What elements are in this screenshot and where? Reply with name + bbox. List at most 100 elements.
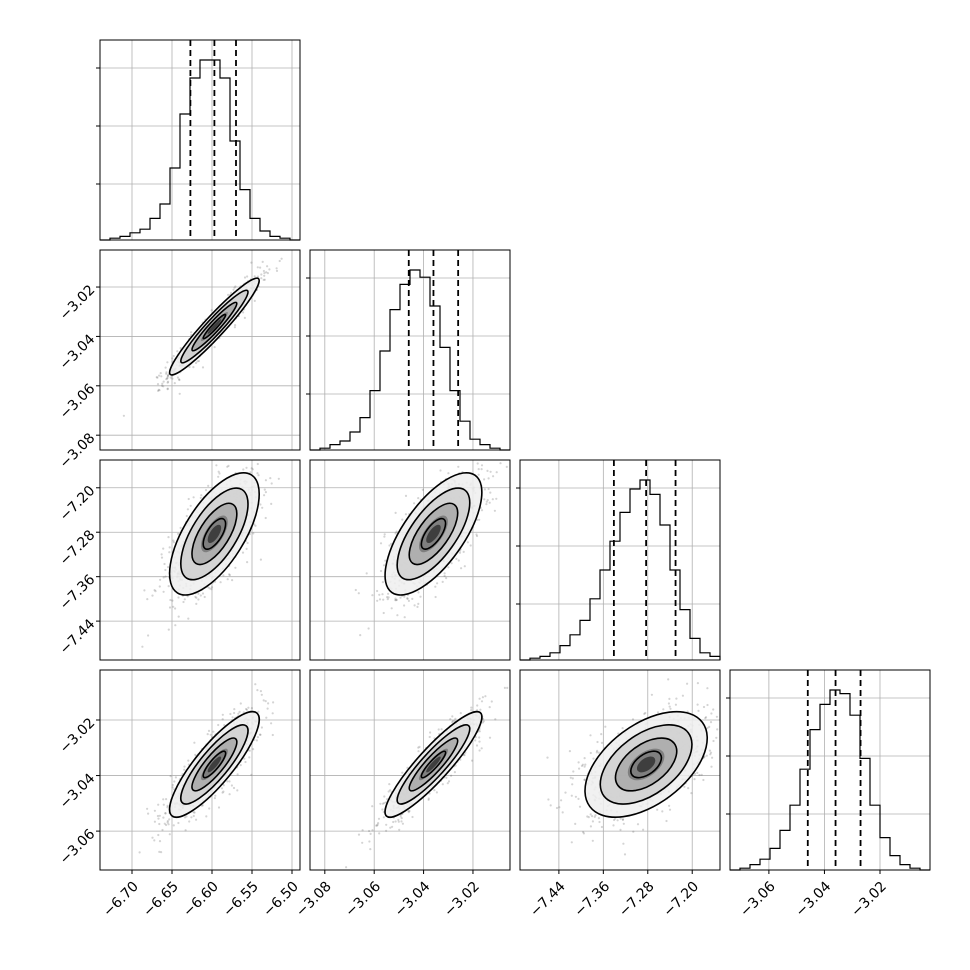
scatter-point	[386, 598, 389, 601]
scatter-point	[263, 274, 266, 277]
scatter-point	[146, 598, 149, 601]
scatter-point	[250, 467, 253, 470]
scatter-point	[159, 578, 162, 581]
scatter-point	[166, 820, 169, 823]
scatter-point	[403, 595, 406, 598]
scatter-point	[153, 589, 156, 592]
scatter-point	[256, 736, 259, 739]
scatter-point	[401, 771, 404, 774]
scatter-point	[383, 535, 386, 538]
scatter-point	[177, 596, 180, 599]
scatter-point	[417, 750, 420, 753]
scatter-point	[166, 387, 169, 390]
scatter-point	[178, 378, 181, 381]
scatter-point	[345, 866, 348, 869]
scatter-point	[376, 589, 379, 593]
scatter-point	[262, 269, 265, 273]
scatter-point	[250, 773, 253, 777]
scatter-point	[219, 581, 222, 584]
scatter-point	[172, 605, 175, 608]
scatter-point	[368, 829, 371, 833]
scatter-point	[485, 503, 488, 506]
scatter-point	[401, 518, 404, 521]
scatter-point	[177, 821, 180, 825]
scatter-point	[474, 739, 477, 742]
scatter-point	[162, 816, 165, 819]
scatter-point	[375, 824, 378, 827]
scatter-point	[232, 786, 236, 790]
scatter-point	[270, 482, 273, 485]
histogram-line	[730, 689, 930, 871]
scatter-point	[619, 828, 622, 832]
scatter-point	[584, 763, 587, 766]
scatter-point	[179, 347, 182, 350]
scatter-point	[708, 749, 712, 752]
scatter-point	[270, 502, 273, 505]
scatter-point	[229, 712, 232, 716]
scatter-point	[246, 275, 249, 278]
scatter-point	[160, 384, 164, 387]
scatter-point	[427, 797, 430, 800]
scatter-point	[406, 597, 409, 600]
scatter-point	[266, 707, 269, 710]
scatter-point	[167, 585, 170, 588]
scatter-point	[600, 733, 603, 736]
scatter-point	[157, 817, 160, 820]
scatter-point	[158, 389, 161, 392]
scatter-point	[377, 822, 380, 825]
scatter-point	[388, 783, 391, 786]
scatter-point	[458, 551, 462, 554]
scatter-point	[453, 771, 456, 774]
scatter-point	[589, 734, 592, 737]
scatter-point	[475, 534, 479, 538]
scatter-point	[208, 807, 211, 810]
scatter-point	[233, 711, 236, 715]
scatter-point	[491, 498, 494, 501]
scatter-point	[210, 586, 214, 589]
scatter-point	[185, 514, 188, 518]
scatter-point	[385, 823, 388, 826]
scatter-point	[174, 776, 177, 779]
scatter-point	[168, 833, 171, 836]
scatter-point	[398, 828, 401, 831]
scatter-point	[488, 706, 491, 709]
scatter-point	[453, 719, 456, 722]
scatter-point	[357, 592, 360, 595]
scatter-point	[167, 373, 170, 376]
scatter-point	[162, 798, 165, 801]
scatter-point	[369, 832, 372, 836]
scatter-point	[147, 812, 150, 815]
scatter-point	[267, 702, 270, 705]
scatter-point	[269, 477, 272, 480]
scatter-point	[262, 699, 265, 702]
scatter-point	[165, 798, 168, 801]
scatter-point	[367, 627, 370, 630]
scatter-point	[478, 740, 481, 743]
scatter-point	[668, 697, 671, 701]
scatter-point	[503, 686, 506, 690]
scatter-point	[391, 825, 394, 828]
scatter-point	[171, 377, 174, 380]
scatter-point	[487, 487, 490, 491]
scatter-point	[253, 299, 256, 302]
scatter-point	[192, 496, 195, 499]
scatter-point	[195, 818, 198, 821]
scatter-point	[213, 346, 216, 349]
scatter-point	[208, 587, 211, 590]
scatter-point	[203, 595, 206, 599]
scatter-point	[257, 474, 260, 477]
scatter-point	[167, 536, 170, 539]
scatter-point	[470, 709, 473, 712]
scatter-point	[439, 469, 442, 472]
scatter-point	[186, 508, 189, 511]
scatter-point	[477, 468, 480, 471]
scatter-point	[379, 569, 383, 573]
scatter-point	[214, 794, 217, 797]
scatter-point	[249, 471, 252, 474]
scatter-point	[486, 469, 489, 472]
scatter-point	[157, 389, 160, 392]
scatter-point	[252, 532, 255, 535]
scatter-point	[237, 712, 240, 715]
scatter-point	[419, 595, 422, 598]
scatter-point	[275, 269, 279, 272]
